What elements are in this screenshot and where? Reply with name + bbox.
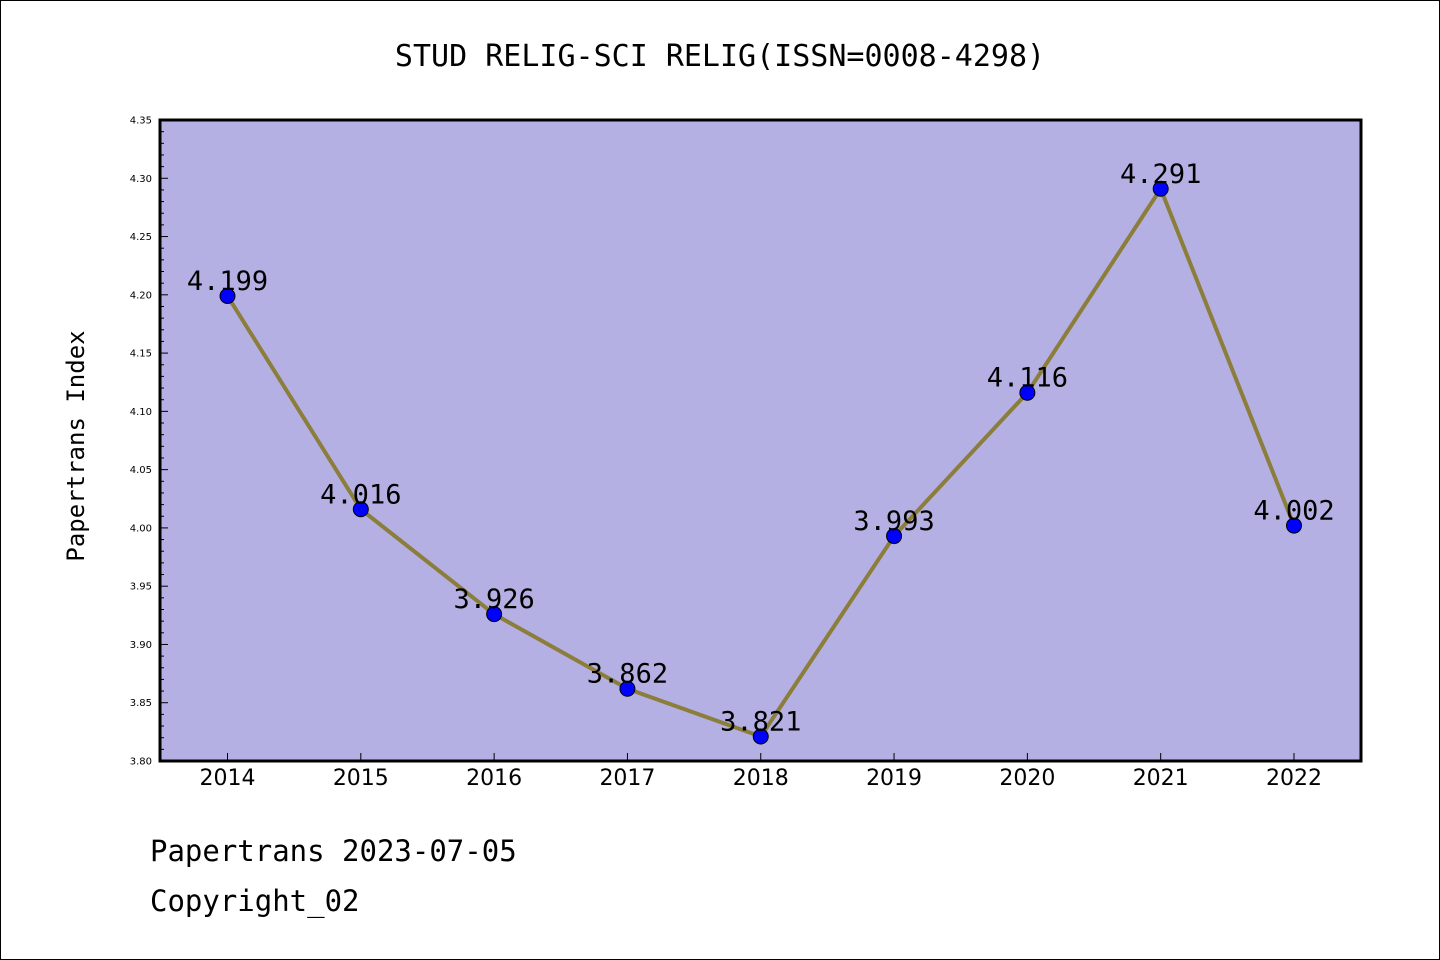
x-tick-label: 2015 [333,766,389,791]
y-axis-label: Papertrans Index [62,330,90,561]
x-tick-label: 2018 [733,766,789,791]
y-tick-label: 4.05 [130,465,152,476]
x-tick-label: 2019 [866,766,922,791]
footer-copyright: Copyright_02 [150,884,360,918]
axis-ticks: 3.80 3.85 3.90 3.95 4.00 4.05 4.10 4.15 4.20 4.25… [130,116,1322,792]
chart-title: STUD RELIG-SCI RELIG(ISSN=0008-4298) [395,39,1045,74]
y-tick-label: 4.30 [130,174,152,185]
y-tick-label: 4.00 [130,523,152,534]
data-point [219,287,236,304]
data-point [1019,384,1036,401]
x-tick-label: 2017 [599,766,655,791]
data-label: 4.199 [187,266,268,297]
data-point [352,501,369,518]
x-tick-label: 2016 [466,766,522,791]
x-tick-label: 2014 [200,766,256,791]
series-layer [219,180,1302,745]
y-tick-label: 3.90 [130,640,152,651]
data-point [1286,517,1302,534]
y-tick-label: 4.20 [130,290,152,301]
y-tick-label: 3.85 [130,698,152,709]
y-tick-label: 4.10 [130,407,152,418]
data-point [486,606,503,623]
data-label: 3.993 [853,506,934,537]
data-label: 3.821 [720,707,801,738]
y-tick-label: 3.80 [130,757,152,768]
data-label: 3.926 [453,584,534,615]
data-point [752,728,769,745]
y-tick-label: 3.95 [130,582,152,593]
x-tick-label: 2021 [1133,766,1189,791]
data-point [1152,180,1169,197]
data-label: 4.002 [1253,496,1334,527]
y-tick-label: 4.15 [130,349,152,360]
data-point [619,680,636,697]
data-label: 3.862 [587,659,668,690]
data-label-layer: 4.199 4.016 3.926 3.862 3.821 3.993 4.116 4.291… [187,159,1335,738]
data-point [886,528,903,545]
data-label: 4.016 [320,479,401,510]
footer-date: Papertrans 2023-07-05 [150,834,517,868]
y-tick-label: 4.25 [130,232,152,243]
data-label: 4.291 [1120,159,1201,190]
data-label: 4.116 [987,363,1068,394]
x-tick-label: 2022 [1266,766,1322,791]
y-tick-label: 4.35 [130,116,152,127]
plot-area [158,118,1363,763]
x-tick-label: 2020 [999,766,1055,791]
